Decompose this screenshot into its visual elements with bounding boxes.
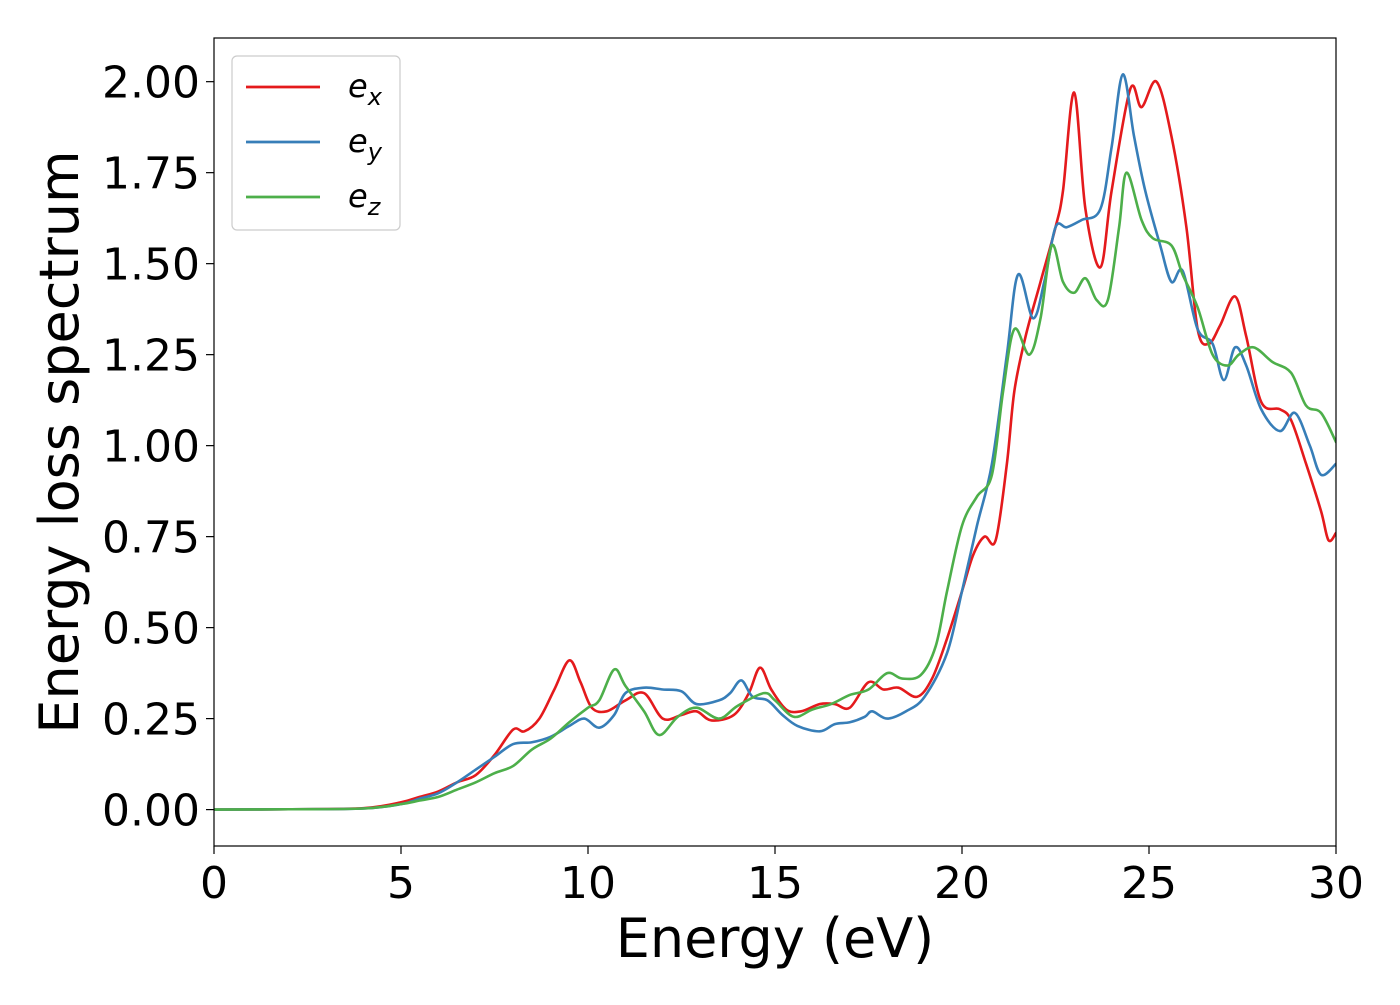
y-tick-label: 2.00 xyxy=(102,58,200,109)
x-tick-label: 15 xyxy=(747,858,803,909)
x-tick-label: 10 xyxy=(560,858,616,909)
legend-label: ey xyxy=(348,122,383,166)
legend-label: ex xyxy=(348,67,383,111)
y-tick-label: 0.75 xyxy=(102,513,200,564)
series-layer xyxy=(214,73,1336,811)
y-tick-label: 1.00 xyxy=(102,422,200,473)
legend-item-ex: ex xyxy=(246,67,383,111)
x-tick-label: 25 xyxy=(1121,858,1177,909)
y-tick-label: 1.50 xyxy=(102,240,200,291)
y-axis-ticks: 0.00 0.25 0.50 0.75 1.00 1.25 1.50 1.75 2.00 xyxy=(102,58,214,837)
legend-item-ey: ey xyxy=(246,122,383,166)
x-tick-label: 30 xyxy=(1308,858,1364,909)
series-line-ex xyxy=(214,80,1336,811)
legend-item-ez: ez xyxy=(246,177,382,221)
x-tick-label: 5 xyxy=(387,858,415,909)
y-tick-label: 0.25 xyxy=(102,695,200,746)
y-tick-label: 0.00 xyxy=(102,786,200,837)
y-tick-label: 1.75 xyxy=(102,149,200,200)
x-axis-label: Energy (eV) xyxy=(616,907,935,970)
y-axis-label: Energy loss spectrum xyxy=(28,150,91,733)
x-tick-label: 20 xyxy=(934,858,990,909)
x-tick-label: 0 xyxy=(200,858,228,909)
series-line-ey xyxy=(214,73,1336,811)
x-axis-ticks: 0 5 10 15 20 25 30 xyxy=(200,846,1364,909)
legend: ex ey ez xyxy=(231,55,401,231)
series-line-ez xyxy=(214,171,1336,811)
y-tick-label: 1.25 xyxy=(102,331,200,382)
legend-label: ez xyxy=(348,177,382,221)
y-tick-label: 0.50 xyxy=(102,604,200,655)
